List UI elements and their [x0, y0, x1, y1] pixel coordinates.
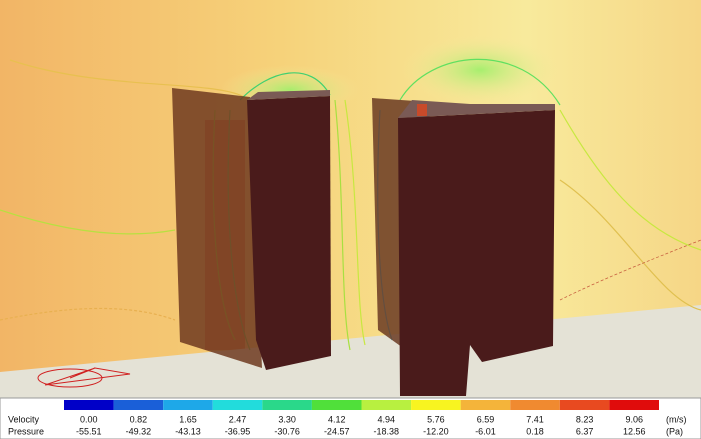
cfd-view: Velocity Pressure (m/s) (Pa) 0.00 0.82 1.6…	[0, 0, 701, 439]
legend-swatch	[312, 400, 362, 410]
velocity-value: 1.65	[179, 414, 197, 424]
legend-swatch	[609, 400, 659, 410]
pressure-label: Pressure	[8, 426, 44, 436]
pressure-value: -24.57	[324, 426, 350, 436]
legend-swatch	[64, 400, 114, 410]
velocity-value: 3.30	[278, 414, 296, 424]
velocity-value: 4.94	[378, 414, 396, 424]
velocity-value: 6.59	[477, 414, 495, 424]
velocity-value: 7.41	[526, 414, 544, 424]
pressure-value: -12.20	[423, 426, 449, 436]
legend-swatch	[114, 400, 164, 410]
velocity-value: 2.47	[229, 414, 247, 424]
pressure-value: -43.13	[175, 426, 201, 436]
velocity-unit: (m/s)	[666, 414, 687, 424]
pressure-value: 0.18	[526, 426, 544, 436]
legend-swatch	[411, 400, 461, 410]
legend-swatch	[560, 400, 610, 410]
pressure-value: -6.01	[475, 426, 496, 436]
legend-swatch	[510, 400, 560, 410]
pressure-unit: (Pa)	[666, 426, 683, 436]
pressure-value: -18.38	[374, 426, 400, 436]
scene	[0, 0, 701, 398]
pressure-value: 6.37	[576, 426, 594, 436]
pressure-value: 12.56	[623, 426, 646, 436]
velocity-label: Velocity	[8, 414, 40, 424]
pressure-value: -36.95	[225, 426, 251, 436]
legend-swatch	[461, 400, 511, 410]
velocity-value: 8.23	[576, 414, 594, 424]
legend-swatch	[262, 400, 312, 410]
pressure-value: -30.76	[274, 426, 300, 436]
legend: Velocity Pressure (m/s) (Pa) 0.00 0.82 1.6…	[0, 398, 701, 439]
legend-swatch	[362, 400, 412, 410]
pressure-value: -49.32	[126, 426, 152, 436]
flow-glow	[400, 35, 560, 105]
velocity-value: 0.82	[130, 414, 148, 424]
pressure-value: -55.51	[76, 426, 102, 436]
velocity-value: 0.00	[80, 414, 98, 424]
legend-swatch	[213, 400, 263, 410]
velocity-value: 4.12	[328, 414, 346, 424]
velocity-value: 9.06	[625, 414, 643, 424]
legend-swatch	[163, 400, 213, 410]
building-left	[172, 88, 331, 370]
velocity-value: 5.76	[427, 414, 445, 424]
